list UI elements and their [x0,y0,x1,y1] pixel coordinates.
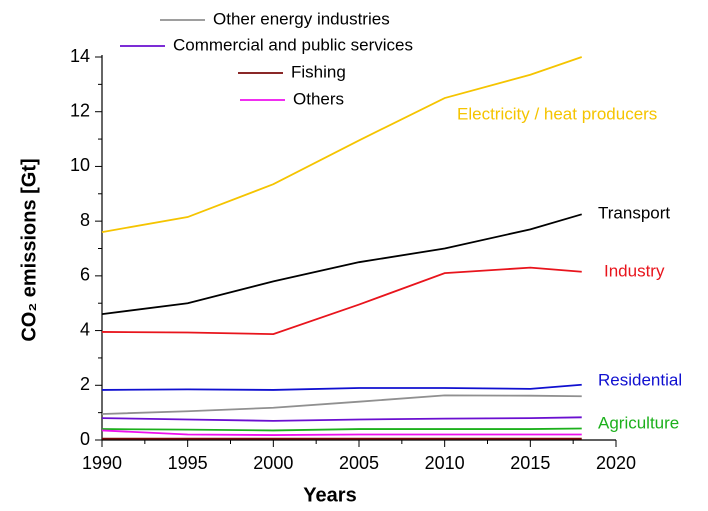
x-tick-label: 2000 [253,453,293,473]
series-line [101,416,582,422]
series-label: Industry [604,261,665,280]
y-tick-label: 14 [70,46,90,66]
x-tick-label: 2015 [510,453,550,473]
x-tick-label: 1990 [82,453,122,473]
series-line [101,266,582,336]
series-label: Agriculture [598,413,679,432]
series-line [101,213,582,316]
legend-label: Others [293,89,344,108]
y-axis-label: CO₂ emissions [Gt] [18,158,40,341]
series-line [101,429,582,436]
series-line [101,383,582,391]
x-axis-label: Years [303,484,356,506]
series-label: Residential [598,370,682,389]
y-tick-label: 4 [80,319,90,339]
x-tick-label: 2020 [596,453,636,473]
series-line [101,394,582,415]
series-label: Transport [598,203,670,222]
y-tick-label: 0 [80,429,90,449]
legend-label: Commercial and public services [173,35,413,54]
legend-label: Other energy industries [213,9,390,28]
y-tick-label: 2 [80,374,90,394]
x-tick-label: 1995 [168,453,208,473]
y-tick-label: 6 [80,265,90,285]
y-tick-label: 10 [70,155,90,175]
y-tick-label: 8 [80,210,90,230]
series-line [101,427,582,432]
legend-label: Fishing [291,62,346,81]
y-tick-label: 12 [70,100,90,120]
series-label: Electricity / heat producers [457,104,657,123]
series-line [101,56,583,233]
x-tick-label: 2010 [425,453,465,473]
x-tick-label: 2005 [339,453,379,473]
